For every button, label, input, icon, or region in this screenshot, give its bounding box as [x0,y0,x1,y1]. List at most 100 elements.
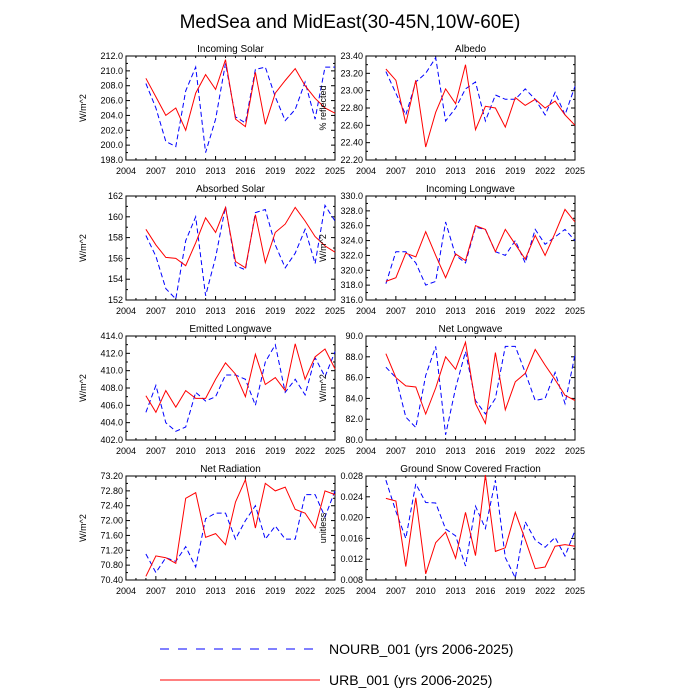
y-tick-label: 404.0 [100,418,123,428]
x-tick-label: 2004 [356,166,376,176]
x-tick-label: 2010 [176,586,196,596]
y-tick-label: 88.0 [345,352,363,362]
y-tick-label: 72.40 [100,501,123,511]
x-tick-label: 2019 [505,586,525,596]
x-tick-label: 2007 [146,166,166,176]
y-tick-label: 200.0 [100,140,123,150]
y-tick-label: 22.80 [340,103,363,113]
x-tick-label: 2004 [116,306,136,316]
x-tick-label: 2016 [235,586,255,596]
panel-frame [365,195,576,301]
y-tick-label: 0.008 [340,575,363,585]
x-tick-label: 2025 [325,306,345,316]
series-line-nourb-001 [145,204,336,301]
panel-title: Incoming Solar [197,44,264,55]
x-tick-label: 2007 [386,166,406,176]
x-tick-label: 2007 [146,306,166,316]
y-tick-label: 72.00 [100,516,123,526]
y-tick-label: 212.0 [100,51,123,61]
x-tick-label: 2022 [535,166,555,176]
y-tick-label: 160 [108,212,123,222]
panel-frame [125,475,336,581]
y-tick-label: 0.028 [340,471,363,481]
panel-frame [365,475,576,581]
y-tick-label: 208.0 [100,81,123,91]
x-tick-label: 2016 [235,306,255,316]
y-tick-label: 152 [108,295,123,305]
y-tick-label: 86.0 [345,373,363,383]
x-tick-label: 2007 [146,446,166,456]
panel-title: Incoming Longwave [426,184,515,195]
y-axis-label: unitless [318,512,328,543]
y-tick-label: 328.0 [340,206,363,216]
y-tick-label: 320.0 [340,265,363,275]
y-tick-label: 408.0 [100,383,123,393]
panel-title: Net Radiation [200,464,261,475]
series-line-urb-001 [145,205,336,269]
x-tick-label: 2019 [265,166,285,176]
x-tick-label: 2016 [235,446,255,456]
series-line-nourb-001 [145,343,336,432]
x-tick-label: 2007 [386,586,406,596]
y-tick-label: 330.0 [340,191,363,201]
x-tick-label: 2019 [265,446,285,456]
x-tick-label: 2004 [356,586,376,596]
x-tick-label: 2010 [176,166,196,176]
x-tick-label: 2025 [565,306,585,316]
y-tick-label: 23.40 [340,51,363,61]
y-tick-label: 198.0 [100,155,123,165]
y-tick-label: 84.0 [345,393,363,403]
x-tick-label: 2022 [295,586,315,596]
y-tick-label: 322.0 [340,250,363,260]
x-tick-label: 2010 [416,586,436,596]
series-line-urb-001 [385,208,576,282]
panel-frame [365,335,576,441]
y-tick-label: 402.0 [100,435,123,445]
y-tick-label: 0.020 [340,513,363,523]
x-tick-label: 2019 [505,166,525,176]
y-tick-label: 22.40 [340,138,363,148]
x-tick-label: 2013 [446,166,466,176]
y-axis-label: W/m^2 [318,234,328,262]
x-tick-label: 2010 [416,446,436,456]
y-tick-label: 0.016 [340,533,363,543]
x-tick-label: 2010 [416,306,436,316]
series-line-urb-001 [385,340,576,426]
y-axis-label: W/m^2 [78,94,88,122]
x-tick-label: 2013 [446,586,466,596]
series-line-nourb-001 [385,221,576,286]
legend-label-nourb: NOURB_001 (yrs 2006-2025) [329,641,513,657]
x-tick-label: 2019 [265,586,285,596]
y-tick-label: 71.60 [100,530,123,540]
legend-label-urb: URB_001 (yrs 2006-2025) [329,672,492,688]
x-tick-label: 2022 [535,446,555,456]
panel-7: Net Radiation 70.40 70.80 71.20 71.60 72.00 72… [78,464,345,596]
x-tick-label: 2004 [116,446,136,456]
y-tick-label: 23.20 [340,68,363,78]
y-axis-label: % reflected [318,85,328,130]
x-tick-label: 2016 [475,586,495,596]
panel-6: Net Longwave 80.0 82.0 84.0 86.0 88.0 90.0 2004… [318,324,585,456]
y-tick-label: 22.60 [340,120,363,130]
series-line-urb-001 [145,343,336,414]
y-axis-label: W/m^2 [78,374,88,402]
x-tick-label: 2013 [206,446,226,456]
y-axis-label: W/m^2 [78,514,88,542]
x-tick-label: 2022 [535,306,555,316]
x-tick-label: 2025 [565,166,585,176]
y-tick-label: 82.0 [345,414,363,424]
y-tick-label: 0.024 [340,492,363,502]
x-tick-label: 2016 [235,166,255,176]
series-line-urb-001 [145,59,336,132]
panel-title: Absorbed Solar [196,184,266,195]
x-tick-label: 2016 [475,446,495,456]
y-tick-label: 0.012 [340,554,363,564]
panel-5: Emitted Longwave 402.0 404.0 406.0 408.0 410.… [78,324,345,456]
panel-3: Absorbed Solar 152 154 156 158 160 162 2004 2007… [78,184,345,316]
y-tick-label: 406.0 [100,400,123,410]
x-tick-label: 2025 [565,586,585,596]
series-line-urb-001 [385,474,576,574]
series-line-nourb-001 [385,56,576,123]
y-tick-label: 206.0 [100,96,123,106]
